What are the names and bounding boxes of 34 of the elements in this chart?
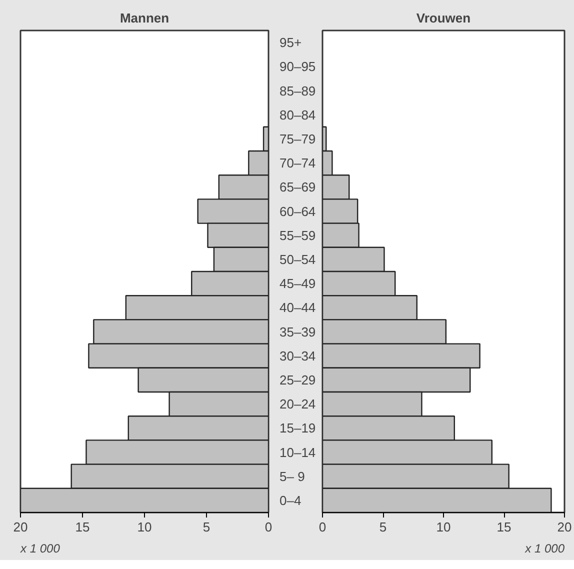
y-tick-label: 5– 9 — [280, 468, 305, 484]
text: x 1 000 — [524, 542, 565, 556]
y-tick-label: 30–34 — [280, 348, 316, 364]
x-tick-label: 0 — [318, 520, 326, 534]
chart-title: Mannen — [120, 10, 170, 26]
x-tick-label: 15 — [75, 520, 90, 534]
y-tick-label: 35–39 — [280, 324, 316, 340]
x-tick-label: 10 — [436, 520, 451, 534]
y-tick-label: 80–84 — [280, 107, 316, 122]
y-tick-label: 0–4 — [280, 492, 302, 508]
y-tick-label: 60–64 — [280, 204, 316, 219]
text: x 1 000 — [20, 542, 60, 556]
x-tick-label: 5 — [202, 520, 210, 534]
y-tick-label: 20–24 — [280, 396, 316, 412]
y-tick-label: 90–95 — [280, 59, 316, 74]
y-tick-label: 55–59 — [280, 228, 316, 243]
x-tick-label: 20 — [557, 520, 572, 534]
y-tick-label: 45–49 — [280, 276, 316, 292]
x-tick-label: 5 — [379, 520, 387, 534]
chart-title: Vrouwen — [416, 10, 471, 26]
x-tick-label: 10 — [137, 520, 152, 534]
y-tick-label: 85–89 — [280, 83, 316, 98]
y-tick-label: 50–54 — [280, 252, 316, 267]
x-tick-label: 20 — [13, 520, 28, 534]
y-tick-label: 65–69 — [280, 180, 316, 195]
y-tick-label: 15–19 — [280, 420, 316, 436]
y-tick-label: 10–14 — [280, 444, 316, 460]
x-tick-label: 15 — [496, 520, 512, 534]
y-tick-label: 25–29 — [280, 372, 316, 388]
y-tick-label: 75–79 — [280, 131, 316, 146]
y-tick-label: 70–74 — [280, 156, 316, 171]
x-tick-label: 0 — [264, 520, 272, 534]
y-tick-label: 95+ — [280, 35, 302, 50]
y-tick-label: 40–44 — [280, 300, 316, 316]
